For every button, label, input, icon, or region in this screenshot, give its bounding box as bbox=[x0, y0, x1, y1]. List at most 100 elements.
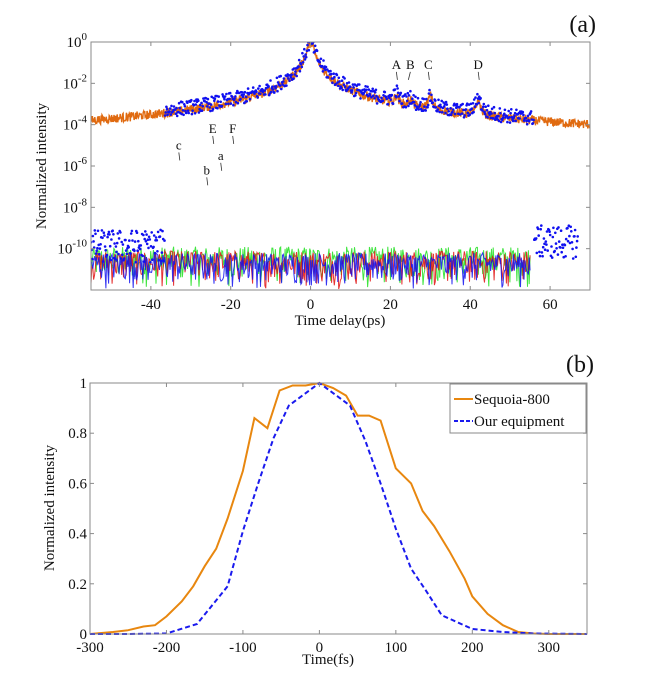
blue-dot bbox=[267, 85, 270, 88]
blue-dot bbox=[524, 116, 528, 120]
blue-dot bbox=[295, 74, 299, 78]
blue-dot bbox=[479, 96, 482, 100]
blue-dot bbox=[548, 230, 551, 233]
blue-dot bbox=[446, 107, 449, 110]
blue-dot bbox=[183, 105, 187, 108]
blue-dot bbox=[507, 109, 511, 113]
blue-dot bbox=[571, 247, 574, 251]
blue-dot bbox=[198, 103, 202, 107]
blue-dot bbox=[390, 93, 394, 97]
blue-dot bbox=[251, 86, 255, 89]
blue-dot bbox=[573, 228, 577, 232]
blue-dot bbox=[569, 225, 572, 229]
blue-dot bbox=[216, 106, 219, 110]
blue-dot bbox=[201, 104, 205, 108]
blue-dot bbox=[120, 240, 123, 244]
blue-dot bbox=[290, 73, 293, 76]
blue-dot bbox=[255, 90, 258, 94]
blue-dot bbox=[229, 102, 233, 105]
blue-dot bbox=[192, 103, 196, 107]
blue-dot bbox=[425, 97, 428, 101]
blue-dot bbox=[269, 90, 273, 94]
legend-label-our-equipment: Our equipment bbox=[474, 414, 565, 430]
blue-dot bbox=[315, 49, 319, 53]
blue-dot bbox=[575, 239, 579, 243]
y-tick-label: 10-10 bbox=[57, 238, 87, 258]
blue-dot bbox=[449, 107, 452, 110]
blue-dot bbox=[175, 106, 178, 110]
blue-dot bbox=[407, 94, 411, 97]
blue-dot bbox=[145, 233, 148, 236]
blue-dot bbox=[501, 116, 505, 120]
blue-dot bbox=[414, 95, 417, 99]
blue-dot bbox=[434, 106, 438, 109]
blue-dot bbox=[106, 235, 109, 239]
blue-dot bbox=[458, 106, 461, 109]
blue-dot bbox=[279, 74, 283, 78]
blue-dot bbox=[205, 105, 209, 108]
blue-dot bbox=[343, 85, 347, 88]
blue-dot bbox=[138, 247, 142, 251]
blue-dot bbox=[193, 99, 196, 103]
y-tick-label: 10-8 bbox=[63, 196, 88, 216]
blue-dot bbox=[559, 246, 562, 249]
blue-dot bbox=[151, 258, 154, 262]
peak-label-leader bbox=[212, 135, 215, 144]
blue-dot bbox=[306, 43, 309, 47]
blue-dot bbox=[170, 104, 173, 108]
blue-dot bbox=[373, 97, 376, 100]
blue-dot bbox=[135, 231, 139, 234]
blue-dot bbox=[209, 103, 213, 106]
blue-dot bbox=[472, 98, 476, 101]
blue-dot bbox=[258, 84, 261, 88]
blue-dot bbox=[404, 93, 407, 96]
blue-dot bbox=[241, 95, 245, 99]
blue-dot bbox=[350, 91, 353, 94]
blue-dot bbox=[116, 232, 120, 235]
blue-dot bbox=[186, 101, 189, 104]
y-tick-label: 1 bbox=[80, 376, 88, 392]
blue-dot bbox=[319, 57, 323, 61]
blue-dot bbox=[156, 230, 160, 234]
blue-dot bbox=[451, 110, 454, 114]
blue-dot bbox=[386, 102, 390, 106]
blue-dot bbox=[511, 119, 515, 123]
blue-dot bbox=[271, 85, 274, 88]
blue-dot bbox=[96, 246, 99, 250]
blue-dot bbox=[103, 234, 106, 237]
blue-dot bbox=[409, 89, 412, 93]
blue-dot bbox=[461, 102, 465, 106]
peak-label-C: C bbox=[424, 57, 433, 72]
blue-dot bbox=[299, 62, 303, 66]
blue-dot bbox=[537, 234, 540, 237]
blue-dot bbox=[541, 254, 544, 258]
blue-dot bbox=[131, 239, 134, 242]
blue-dot bbox=[103, 245, 107, 248]
blue-dot bbox=[224, 102, 228, 106]
blue-dot bbox=[441, 111, 444, 114]
blue-dot bbox=[101, 236, 104, 240]
blue-dot bbox=[492, 105, 496, 109]
blue-dot bbox=[518, 117, 521, 120]
panel-a-annotations: A B C D E Fc ba bbox=[176, 57, 483, 186]
panel-a-y-tick-labels: 100 10-2 10-4 10-6 10-8 10-10 bbox=[57, 31, 87, 258]
blue-dot bbox=[333, 75, 336, 79]
blue-dot bbox=[144, 230, 147, 233]
blue-dot bbox=[122, 257, 126, 260]
blue-dot bbox=[340, 86, 343, 90]
blue-dot bbox=[422, 97, 426, 101]
blue-dot bbox=[469, 102, 473, 106]
blue-dot bbox=[383, 90, 387, 94]
y-tick-label: 10-4 bbox=[63, 114, 88, 134]
y-tick-label: 0 bbox=[80, 627, 88, 643]
blue-dot bbox=[421, 109, 425, 112]
panel-b-legend: Sequoia-800 Our equipment bbox=[449, 383, 587, 434]
blue-dot bbox=[488, 113, 491, 116]
blue-dot bbox=[169, 113, 173, 116]
peak-label-leader bbox=[427, 71, 430, 80]
blue-dot bbox=[526, 114, 530, 118]
blue-dot bbox=[285, 84, 288, 87]
blue-dot bbox=[382, 94, 385, 97]
panel-a-ticks bbox=[91, 41, 590, 290]
